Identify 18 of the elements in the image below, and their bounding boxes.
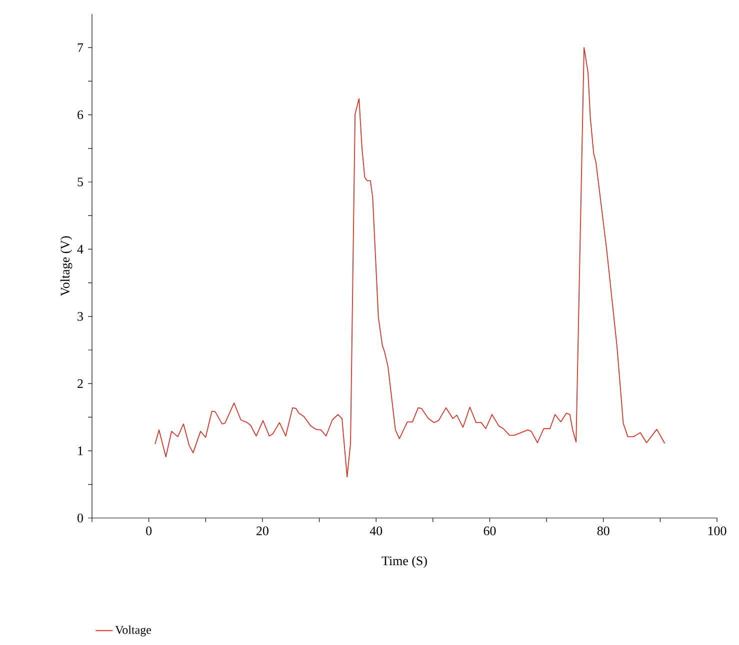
y-tick-label: 2 [78,379,83,388]
y-tick-label: 7 [78,43,84,52]
x-tick-label: 0 [146,526,152,536]
y-axis-title: Voltage (V) [60,236,72,296]
x-tick-label: 20 [256,526,268,536]
x-tick-label: 80 [597,526,610,536]
y-tick-label: 6 [78,110,84,120]
legend-label: Voltage [115,626,151,636]
x-tick-label: 40 [370,526,382,536]
y-tick-label: 4 [77,244,84,254]
x-axis-title: Time (S) [382,556,427,568]
y-tick-label: 1 [78,446,83,456]
line-series [154,47,666,478]
x-tick-label: 60 [484,526,496,536]
y-tick-label: 3 [78,312,83,321]
y-tick-label: 0 [78,514,83,522]
x-tick-label: 100 [708,526,726,536]
y-tick-label: 5 [78,178,83,186]
